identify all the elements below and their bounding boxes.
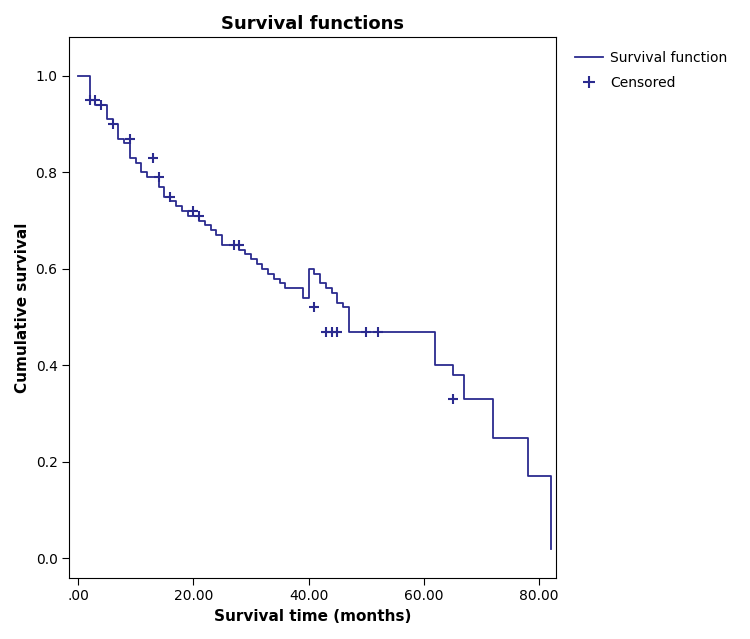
Legend: Survival function, Censored: Survival function, Censored [568, 44, 734, 97]
X-axis label: Survival time (months): Survival time (months) [214, 609, 412, 624]
Y-axis label: Cumulative survival: Cumulative survival [15, 222, 30, 393]
Title: Survival functions: Survival functions [221, 15, 404, 33]
